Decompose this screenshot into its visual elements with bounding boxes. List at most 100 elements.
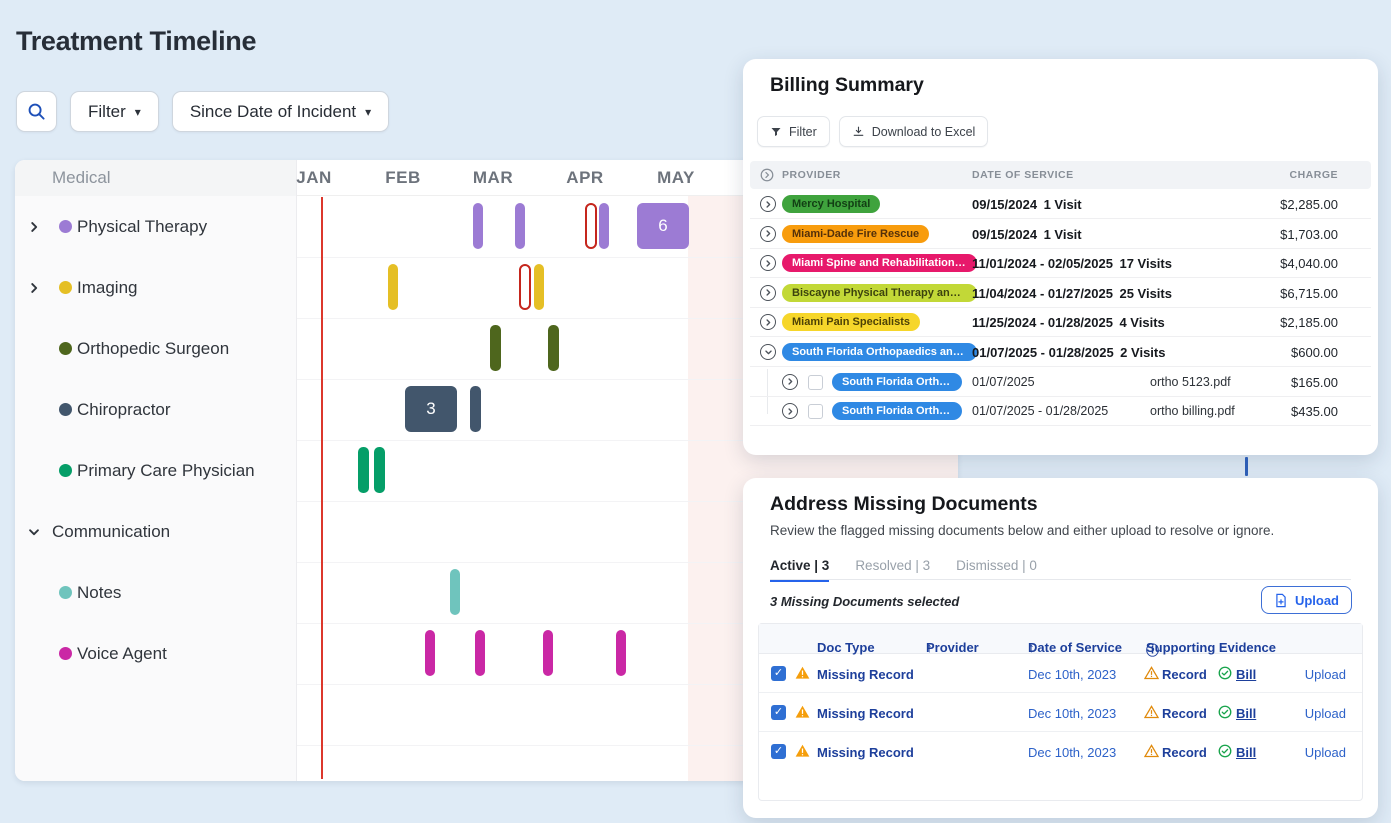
billing-sub-row: South Florida Orthop... 01/07/2025 ortho 5… — [750, 367, 1371, 397]
expand-row-icon[interactable] — [760, 284, 776, 301]
timeline-event[interactable] — [515, 203, 525, 249]
tab-dismissed[interactable]: Dismissed | 0 — [956, 558, 1037, 573]
sidebar-item-communication[interactable]: Communication — [15, 501, 296, 562]
sidebar-item-label: Imaging — [77, 277, 138, 297]
filter-dropdown[interactable]: Filter ▾ — [70, 91, 159, 132]
billing-row: Miami-Dade Fire Rescue 09/15/2024 1 Visit… — [750, 219, 1371, 249]
bill-link[interactable]: Bill — [1236, 745, 1257, 761]
missing-documents-table: Doc Type Provider ↑ Date of Service ↑ Su… — [758, 623, 1363, 801]
provider-pill[interactable]: South Florida Orthop... — [832, 372, 962, 391]
attached-file-name[interactable]: ortho billing.pdf — [1150, 404, 1235, 419]
billing-filter-button[interactable]: Filter — [757, 116, 830, 147]
info-icon: ⓘ — [1146, 643, 1160, 658]
row-checkbox-unchecked[interactable] — [808, 374, 823, 390]
download-to-excel-button[interactable]: Download to Excel — [838, 116, 989, 147]
sidebar-item-physical-therapy[interactable]: Physical Therapy — [15, 196, 296, 257]
row-checkbox-checked[interactable]: ✓ — [771, 744, 786, 760]
timeline-event[interactable] — [470, 386, 481, 432]
upload-link[interactable]: Upload — [1304, 667, 1346, 682]
sidebar-item-imaging[interactable]: Imaging — [15, 257, 296, 318]
timeline-event[interactable] — [490, 325, 501, 371]
sidebar-item-voice-agent[interactable]: Voice Agent — [15, 623, 296, 684]
expand-row-icon[interactable] — [760, 255, 776, 272]
timeline-event-cluster[interactable]: 6 — [637, 203, 689, 249]
provider-pill[interactable]: South Florida Orthop... — [832, 402, 962, 421]
date-of-service: Dec 10th, 2023 — [1028, 667, 1117, 682]
provider-pill[interactable]: Mercy Hospital — [782, 195, 881, 213]
timeline-event[interactable] — [473, 203, 483, 249]
charge-amount: $2,185.00 — [1280, 315, 1338, 331]
row-checkbox-unchecked[interactable] — [808, 404, 823, 420]
timeline-event-cluster[interactable]: 3 — [405, 386, 457, 432]
upload-link[interactable]: Upload — [1304, 745, 1346, 761]
timeline-event[interactable] — [543, 630, 553, 676]
timeline-event[interactable] — [374, 447, 385, 493]
timeline-event[interactable] — [599, 203, 609, 249]
tab-resolved[interactable]: Resolved | 3 — [855, 558, 931, 573]
timeline-event-flagged[interactable] — [519, 264, 531, 310]
row-separator — [297, 257, 958, 258]
provider-pill[interactable]: Miami Spine and Rehabilitation C... — [782, 254, 977, 273]
timeline-event[interactable] — [475, 630, 485, 676]
provider-pill[interactable]: Miami Pain Specialists — [782, 313, 920, 332]
timeline-event[interactable] — [534, 264, 544, 310]
timeline-event[interactable] — [616, 630, 626, 676]
sidebar-item-label: Voice Agent — [77, 643, 167, 663]
billing-row: Miami Spine and Rehabilitation C... 11/01… — [750, 248, 1371, 279]
attached-file-name[interactable]: ortho 5123.pdf — [1150, 374, 1231, 389]
date-of-service: 09/15/2024 1 Visit — [972, 226, 1082, 242]
sidebar-item-orthopedic-surgeon[interactable]: Orthopedic Surgeon — [15, 318, 296, 379]
provider-pill[interactable]: South Florida Orthopaedics and ... — [782, 343, 977, 361]
date-range-label: Since Date of Incident — [189, 101, 357, 121]
sidebar-item-primary-care-physician[interactable]: Primary Care Physician — [15, 440, 296, 501]
billing-toolbar: Filter Download to Excel — [757, 116, 989, 147]
sidebar-header: Medical — [15, 160, 296, 196]
timeline-event[interactable] — [425, 630, 435, 676]
expand-row-icon[interactable] — [782, 373, 798, 390]
chevron-right-icon[interactable] — [26, 219, 42, 235]
category-color-dot — [59, 464, 72, 477]
timeline-event[interactable] — [358, 447, 369, 493]
date-range-dropdown[interactable]: Since Date of Incident ▾ — [171, 91, 390, 132]
provider-pill[interactable]: Miami-Dade Fire Rescue — [782, 224, 930, 243]
bill-link[interactable]: Bill — [1236, 667, 1257, 682]
category-color-dot — [59, 647, 72, 660]
provider-pill[interactable]: Biscayne Physical Therapy and R... — [782, 283, 977, 302]
doc-type-label: Missing Record — [817, 706, 914, 722]
upload-button[interactable]: Upload — [1260, 586, 1352, 614]
date-of-service: Dec 10th, 2023 — [1028, 706, 1117, 722]
category-color-dot — [59, 586, 72, 599]
tab-active[interactable]: Active | 3 — [770, 558, 830, 582]
col-date-of-service: DATE OF SERVICE — [972, 169, 1074, 181]
month-label-may: MAY — [657, 168, 695, 187]
date-of-service: 09/15/2024 1 Visit — [972, 197, 1082, 212]
timeline-event[interactable] — [548, 325, 559, 371]
row-separator — [297, 318, 958, 319]
timeline-event[interactable] — [450, 569, 460, 615]
sidebar-item-notes[interactable]: Notes — [15, 562, 296, 623]
timeline-sidebar: Medical Physical Therapy Imaging Orthopedi… — [15, 160, 297, 781]
expand-row-icon[interactable] — [782, 403, 798, 420]
row-checkbox-checked[interactable]: ✓ — [771, 705, 786, 721]
expand-row-icon[interactable] — [760, 225, 776, 242]
timeline-event-flagged[interactable] — [585, 203, 597, 249]
chevron-right-icon[interactable] — [26, 280, 42, 296]
bill-link[interactable]: Bill — [1236, 706, 1257, 722]
row-separator — [297, 440, 958, 441]
expand-row-icon[interactable] — [760, 196, 776, 212]
search-button[interactable] — [16, 91, 57, 132]
missing-document-row: ✓ Missing Record Dec 10th, 2023 Record Bill U… — [759, 732, 1362, 771]
row-checkbox-checked[interactable]: ✓ — [771, 666, 786, 681]
sidebar-item-chiropractor[interactable]: Chiropractor — [15, 379, 296, 440]
category-color-dot — [59, 403, 72, 416]
sidebar-item-label: Notes — [77, 582, 122, 602]
upload-link[interactable]: Upload — [1304, 706, 1346, 722]
collapse-row-icon[interactable] — [760, 344, 776, 360]
timeline-event[interactable] — [388, 264, 398, 310]
date-of-service: 11/01/2024 - 02/05/2025 17 Visits — [972, 256, 1172, 272]
chevron-down-icon[interactable] — [26, 524, 42, 540]
tabs-divider — [770, 579, 1351, 580]
sidebar-item-label: Physical Therapy — [77, 216, 208, 236]
expand-row-icon[interactable] — [760, 314, 776, 331]
expander-column-icon — [760, 168, 774, 182]
